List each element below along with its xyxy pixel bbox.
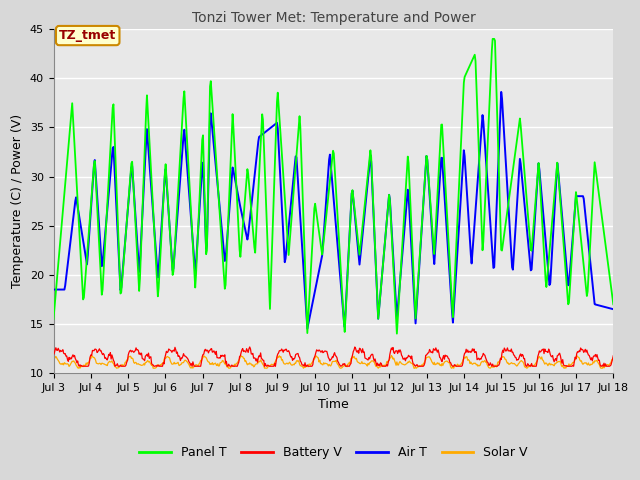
- Panel T: [60, 199, 67, 204]
- Air T: [174, 204, 182, 210]
- Battery V: [609, 353, 617, 359]
- Legend: Panel T, Battery V, Air T, Solar V: Panel T, Battery V, Air T, Solar V: [134, 441, 532, 464]
- Solar V: [205, 359, 212, 365]
- Solar V: [609, 355, 617, 360]
- Battery V: [246, 344, 253, 350]
- Panel T: [609, 301, 617, 307]
- Panel T: [419, 211, 426, 217]
- Air T: [204, 210, 211, 216]
- Solar V: [175, 362, 182, 368]
- X-axis label: Time: Time: [318, 398, 349, 411]
- Solar V: [403, 360, 411, 366]
- Battery V: [403, 355, 411, 361]
- Panel T: [50, 316, 58, 322]
- Solar V: [419, 361, 427, 367]
- Air T: [117, 285, 125, 291]
- Air T: [403, 205, 410, 211]
- Solar V: [60, 362, 67, 368]
- Battery V: [419, 363, 427, 369]
- Air T: [60, 287, 67, 292]
- Panel T: [117, 289, 125, 295]
- Air T: [609, 306, 617, 312]
- Panel T: [403, 179, 410, 185]
- Title: Tonzi Tower Met: Temperature and Power: Tonzi Tower Met: Temperature and Power: [191, 11, 476, 25]
- Solar V: [75, 365, 83, 371]
- Battery V: [60, 350, 67, 356]
- Text: TZ_tmet: TZ_tmet: [59, 29, 116, 42]
- Battery V: [175, 353, 182, 359]
- Panel T: [489, 36, 497, 42]
- Battery V: [118, 363, 126, 369]
- Panel T: [204, 206, 211, 212]
- Line: Battery V: Battery V: [54, 347, 613, 366]
- Battery V: [50, 352, 58, 358]
- Line: Air T: Air T: [54, 92, 613, 329]
- Y-axis label: Temperature (C) / Power (V): Temperature (C) / Power (V): [11, 114, 24, 288]
- Air T: [419, 213, 426, 218]
- Air T: [303, 326, 311, 332]
- Solar V: [388, 353, 396, 359]
- Line: Solar V: Solar V: [54, 356, 613, 368]
- Panel T: [174, 189, 182, 194]
- Panel T: [393, 331, 401, 336]
- Air T: [497, 89, 505, 95]
- Air T: [50, 287, 58, 292]
- Solar V: [118, 361, 126, 367]
- Solar V: [50, 355, 58, 360]
- Battery V: [76, 363, 83, 369]
- Line: Panel T: Panel T: [54, 39, 613, 334]
- Battery V: [205, 350, 212, 356]
